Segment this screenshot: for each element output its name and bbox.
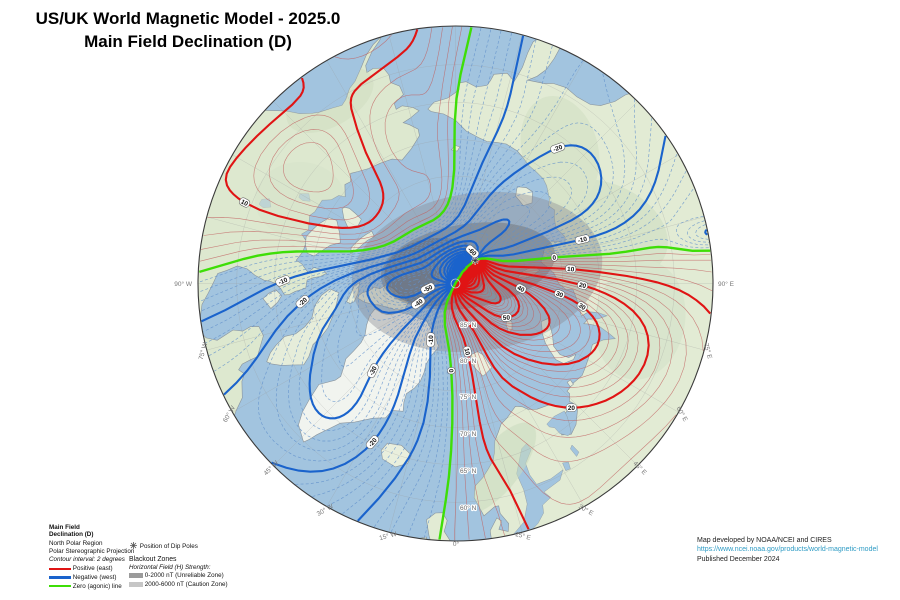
svg-text:30: 30	[577, 302, 587, 312]
svg-text:75° N: 75° N	[460, 393, 477, 401]
svg-text:0°: 0°	[453, 540, 460, 548]
svg-text:0: 0	[447, 369, 454, 373]
svg-text:20: 20	[578, 282, 587, 291]
svg-text:-10: -10	[428, 335, 435, 345]
svg-text:70° N: 70° N	[460, 430, 477, 438]
svg-text:60° N: 60° N	[460, 504, 477, 512]
svg-text:0: 0	[552, 255, 556, 262]
svg-text:-20: -20	[297, 296, 309, 308]
svg-text:30: 30	[555, 290, 565, 299]
svg-text:10: 10	[462, 347, 471, 356]
svg-text:-20: -20	[552, 144, 563, 154]
svg-text:-50: -50	[422, 284, 434, 295]
svg-text:90° E: 90° E	[718, 280, 735, 288]
svg-text:50: 50	[503, 315, 511, 322]
svg-text:-20: -20	[367, 437, 379, 449]
svg-text:-30: -30	[368, 365, 379, 377]
svg-text:80° N: 80° N	[460, 357, 477, 365]
svg-text:-10: -10	[577, 236, 588, 245]
svg-text:90° W: 90° W	[174, 280, 193, 288]
svg-text:-60: -60	[466, 246, 478, 258]
svg-text:-40: -40	[413, 298, 425, 309]
svg-text:-10: -10	[278, 277, 290, 287]
svg-text:85° N: 85° N	[460, 321, 477, 329]
svg-text:10: 10	[239, 198, 249, 208]
svg-text:65° N: 65° N	[460, 467, 477, 475]
svg-text:10: 10	[567, 266, 575, 273]
svg-text:40: 40	[516, 285, 526, 295]
svg-text:20: 20	[568, 405, 576, 412]
